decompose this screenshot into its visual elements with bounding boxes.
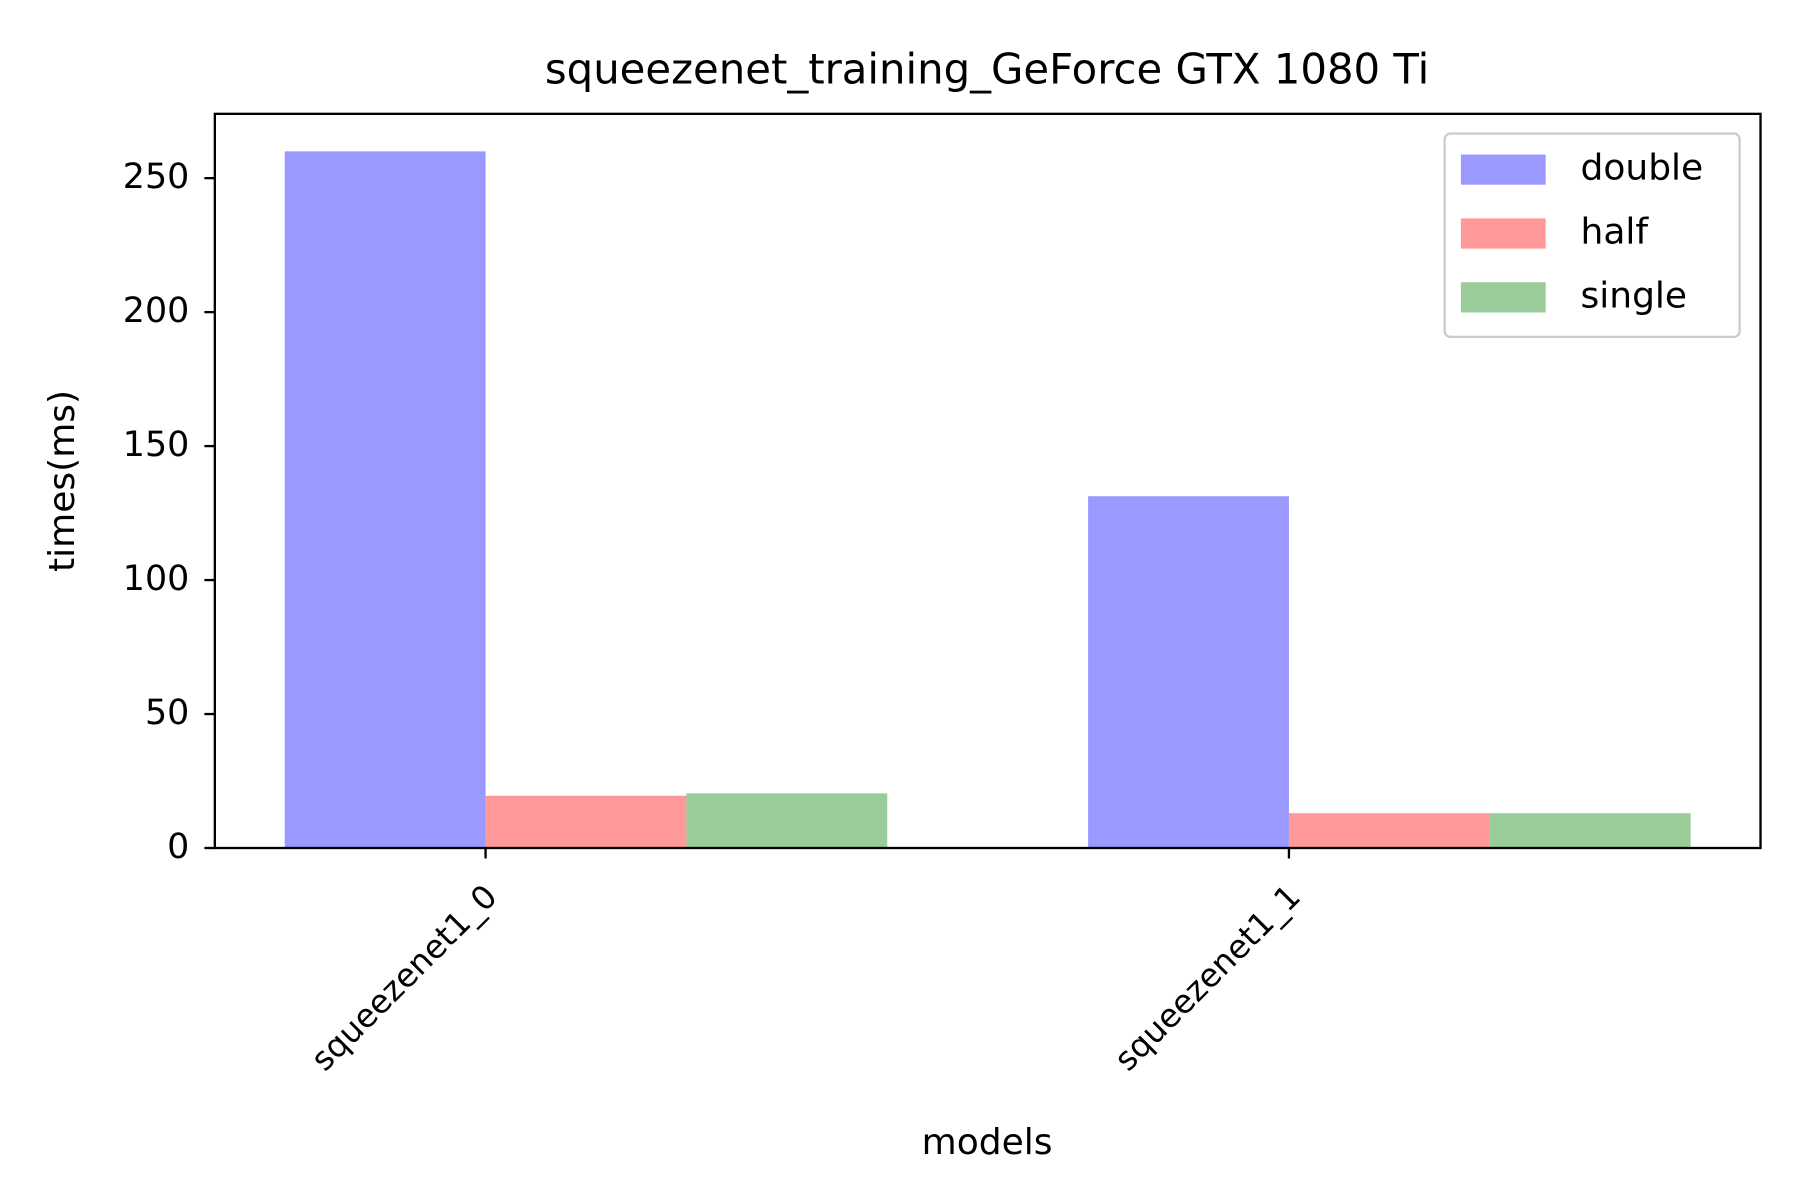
bar [1288, 813, 1490, 849]
legend-swatch [1460, 218, 1546, 249]
bar [686, 793, 888, 849]
chart-title: squeezenet_training_GeForce GTX 1080 Ti [545, 45, 1429, 94]
y-tick-label: 50 [145, 693, 189, 733]
y-tick-label: 0 [167, 827, 189, 867]
bar [485, 795, 687, 849]
legend-swatch [1460, 154, 1546, 185]
y-tick-label: 200 [123, 291, 189, 331]
bar [1489, 813, 1691, 849]
bar [284, 151, 486, 849]
y-tick-label: 100 [123, 559, 189, 599]
legend-label: half [1581, 211, 1650, 252]
y-tick-label: 150 [123, 425, 189, 465]
legend-swatch [1460, 282, 1546, 313]
y-axis-label: times(ms) [42, 390, 83, 572]
y-tick-label: 250 [123, 157, 189, 197]
plot-frame [213, 112, 1762, 850]
x-axis-label: models [922, 1122, 1053, 1163]
bar [1088, 496, 1289, 849]
legend-label: double [1581, 148, 1704, 189]
legend-label: single [1581, 275, 1688, 316]
